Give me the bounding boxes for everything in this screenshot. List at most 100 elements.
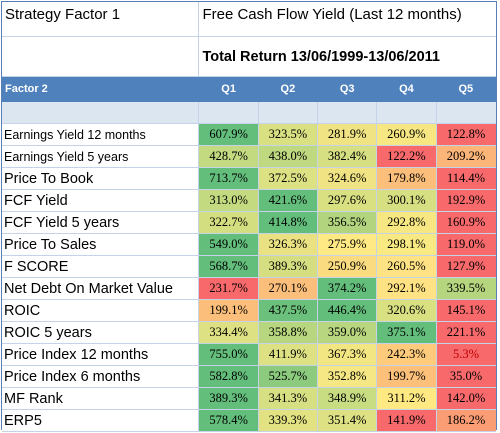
table-row: ROIC 5 years 334.4% 358.8% 359.0% 375.1% 221.… bbox=[2, 321, 496, 344]
value-cell-q4[interactable]: 292.1% bbox=[376, 277, 437, 300]
value-cell-q3[interactable]: 351.4% bbox=[317, 409, 378, 432]
value-cell-q3[interactable]: 446.4% bbox=[317, 299, 378, 322]
table-row: Net Debt On Market Value 231.7% 270.1% 374.… bbox=[2, 277, 496, 300]
value-cell-q5[interactable]: 142.0% bbox=[436, 387, 496, 410]
factor-name-cell[interactable]: ROIC 5 years bbox=[2, 321, 200, 344]
value-cell-q4[interactable]: 199.7% bbox=[376, 365, 437, 388]
value-cell-q1[interactable]: 713.7% bbox=[198, 167, 259, 190]
value-cell-q3[interactable]: 324.6% bbox=[317, 167, 378, 190]
value-cell-q2[interactable]: 339.3% bbox=[258, 409, 319, 432]
value-cell-q4[interactable]: 179.8% bbox=[376, 167, 437, 190]
factor-name-cell[interactable]: Price To Book bbox=[2, 167, 200, 190]
value-cell-q3[interactable]: 359.0% bbox=[317, 321, 378, 344]
factor-name-cell[interactable]: Price Index 12 months bbox=[2, 343, 200, 366]
value-cell-q1[interactable]: 755.0% bbox=[198, 343, 259, 366]
value-cell-q3[interactable]: 382.4% bbox=[317, 145, 378, 168]
table-row: Earnings Yield 5 years 428.7% 438.0% 382.4%… bbox=[2, 145, 496, 168]
value-cell-q2[interactable]: 341.3% bbox=[258, 387, 319, 410]
value-cell-q5[interactable]: 127.9% bbox=[436, 255, 496, 278]
value-cell-q2[interactable]: 525.7% bbox=[258, 365, 319, 388]
factor-2-header: Factor 2 bbox=[2, 76, 200, 102]
table-row: FCF Yield 5 years 322.7% 414.8% 356.5% 292.8… bbox=[2, 211, 496, 234]
value-cell-q2[interactable]: 372.5% bbox=[258, 167, 319, 190]
blank-cell bbox=[2, 101, 200, 124]
value-cell-q2[interactable]: 323.5% bbox=[258, 123, 319, 146]
blank-cell bbox=[198, 101, 259, 124]
value-cell-q5[interactable]: 221.1% bbox=[436, 321, 496, 344]
factor-name-cell[interactable]: ROIC bbox=[2, 299, 200, 322]
value-cell-q5[interactable]: 122.8% bbox=[436, 123, 496, 146]
value-cell-q3[interactable]: 374.2% bbox=[317, 277, 378, 300]
factor-name-cell[interactable]: Price Index 6 months bbox=[2, 365, 200, 388]
factor-name-cell[interactable]: Earnings Yield 5 years bbox=[2, 145, 200, 168]
factor-name-cell[interactable]: Net Debt On Market Value bbox=[2, 277, 200, 300]
factor-name-cell[interactable]: Price To Sales bbox=[2, 233, 200, 256]
value-cell-q4[interactable]: 320.6% bbox=[376, 299, 437, 322]
factor-name-cell[interactable]: MF Rank bbox=[2, 387, 200, 410]
factor-name-cell[interactable]: FCF Yield 5 years bbox=[2, 211, 200, 234]
value-cell-q4[interactable]: 141.9% bbox=[376, 409, 437, 432]
table-row: MF Rank 389.3% 341.3% 348.9% 311.2% 142.0% bbox=[2, 387, 496, 410]
value-cell-q1[interactable]: 568.7% bbox=[198, 255, 259, 278]
value-cell-q1[interactable]: 582.8% bbox=[198, 365, 259, 388]
value-cell-q4[interactable]: 260.9% bbox=[376, 123, 437, 146]
factor-name-cell[interactable]: F SCORE bbox=[2, 255, 200, 278]
factor-name-cell[interactable]: ERP5 bbox=[2, 409, 200, 432]
factor-name-cell[interactable]: Earnings Yield 12 months bbox=[2, 123, 200, 146]
blank-cell bbox=[376, 101, 437, 124]
blank-cell bbox=[317, 101, 378, 124]
blank-cell bbox=[258, 101, 319, 124]
value-cell-q4[interactable]: 298.1% bbox=[376, 233, 437, 256]
value-cell-q2[interactable]: 438.0% bbox=[258, 145, 319, 168]
value-cell-q4[interactable]: 300.1% bbox=[376, 189, 437, 212]
value-cell-q3[interactable]: 250.9% bbox=[317, 255, 378, 278]
value-cell-q5[interactable]: 209.2% bbox=[436, 145, 496, 168]
strategy-factor-label: Strategy Factor 1 bbox=[2, 2, 200, 37]
value-cell-q4[interactable]: 260.5% bbox=[376, 255, 437, 278]
value-cell-q1[interactable]: 549.0% bbox=[198, 233, 259, 256]
value-cell-q4[interactable]: 292.8% bbox=[376, 211, 437, 234]
value-cell-q3[interactable]: 348.9% bbox=[317, 387, 378, 410]
value-cell-q5[interactable]: 160.9% bbox=[436, 211, 496, 234]
value-cell-q3[interactable]: 352.8% bbox=[317, 365, 378, 388]
value-cell-q4[interactable]: 311.2% bbox=[376, 387, 437, 410]
value-cell-q5[interactable]: 145.1% bbox=[436, 299, 496, 322]
value-cell-q2[interactable]: 270.1% bbox=[258, 277, 319, 300]
total-return-subtitle: Total Return 13/06/1999-13/06/2011 bbox=[198, 36, 496, 77]
value-cell-q2[interactable]: 414.8% bbox=[258, 211, 319, 234]
column-header-q2: Q2 bbox=[258, 76, 319, 102]
value-cell-q1[interactable]: 231.7% bbox=[198, 277, 259, 300]
value-cell-q1[interactable]: 578.4% bbox=[198, 409, 259, 432]
value-cell-q1[interactable]: 607.9% bbox=[198, 123, 259, 146]
value-cell-q1[interactable]: 199.1% bbox=[198, 299, 259, 322]
column-header-q3: Q3 bbox=[317, 76, 378, 102]
value-cell-q2[interactable]: 358.8% bbox=[258, 321, 319, 344]
table-row: Earnings Yield 12 months 607.9% 323.5% 281.… bbox=[2, 123, 496, 146]
value-cell-q1[interactable]: 389.3% bbox=[198, 387, 259, 410]
value-cell-q5[interactable]: 114.4% bbox=[436, 167, 496, 190]
factor-name-cell[interactable]: FCF Yield bbox=[2, 189, 200, 212]
value-cell-q4[interactable]: 242.3% bbox=[376, 343, 437, 366]
value-cell-q3[interactable]: 297.6% bbox=[317, 189, 378, 212]
value-cell-q5[interactable]: 119.0% bbox=[436, 233, 496, 256]
value-cell-q3[interactable]: 367.3% bbox=[317, 343, 378, 366]
value-cell-q2[interactable]: 421.6% bbox=[258, 189, 319, 212]
value-cell-q2[interactable]: 389.3% bbox=[258, 255, 319, 278]
value-cell-q5[interactable]: 192.9% bbox=[436, 189, 496, 212]
value-cell-q5[interactable]: 339.5% bbox=[436, 277, 496, 300]
value-cell-q1[interactable]: 313.0% bbox=[198, 189, 259, 212]
value-cell-q2[interactable]: 326.3% bbox=[258, 233, 319, 256]
value-cell-q5[interactable]: 35.0% bbox=[436, 365, 496, 388]
value-cell-q1[interactable]: 322.7% bbox=[198, 211, 259, 234]
value-cell-q3[interactable]: 356.5% bbox=[317, 211, 378, 234]
value-cell-q2[interactable]: 411.9% bbox=[258, 343, 319, 366]
value-cell-q1[interactable]: 428.7% bbox=[198, 145, 259, 168]
value-cell-q4[interactable]: 375.1% bbox=[376, 321, 437, 344]
value-cell-q1[interactable]: 334.4% bbox=[198, 321, 259, 344]
value-cell-q3[interactable]: 281.9% bbox=[317, 123, 378, 146]
value-cell-q5[interactable]: 186.2% bbox=[436, 409, 496, 432]
value-cell-q5[interactable]: 5.3% bbox=[436, 343, 496, 366]
value-cell-q4[interactable]: 122.2% bbox=[376, 145, 437, 168]
value-cell-q2[interactable]: 437.5% bbox=[258, 299, 319, 322]
value-cell-q3[interactable]: 275.9% bbox=[317, 233, 378, 256]
